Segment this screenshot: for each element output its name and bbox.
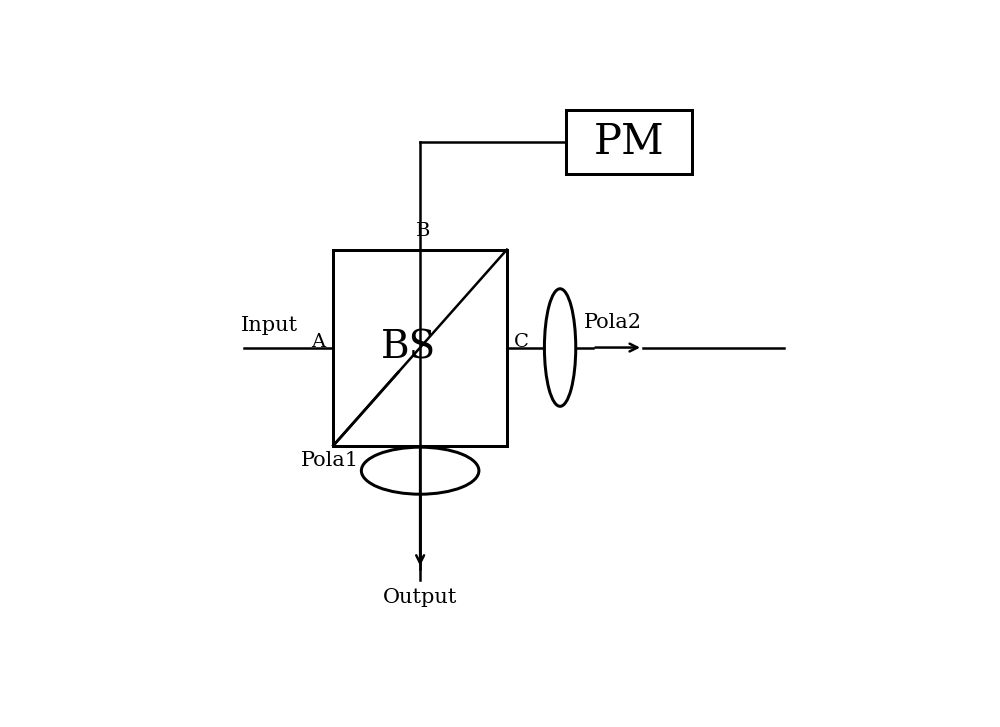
Text: PM: PM — [593, 121, 664, 163]
Text: D: D — [430, 454, 446, 472]
Text: Output: Output — [383, 588, 457, 607]
Bar — [566, 110, 692, 174]
Text: Pola1: Pola1 — [300, 451, 359, 470]
Text: A: A — [311, 333, 325, 351]
Text: BS: BS — [381, 329, 437, 366]
Text: Pola2: Pola2 — [584, 313, 642, 332]
Text: B: B — [416, 222, 430, 239]
Bar — [333, 249, 507, 446]
Ellipse shape — [361, 447, 479, 494]
Text: Input: Input — [241, 316, 298, 335]
Text: C: C — [514, 333, 528, 351]
Ellipse shape — [544, 289, 576, 406]
